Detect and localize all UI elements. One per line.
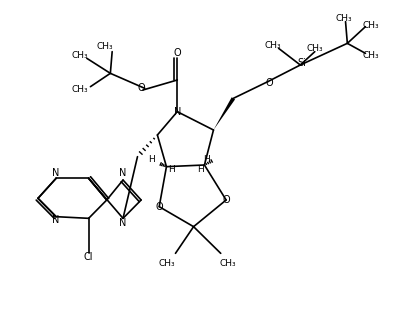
Text: H: H bbox=[168, 165, 175, 174]
Text: N: N bbox=[53, 215, 60, 225]
Text: CH₃: CH₃ bbox=[363, 21, 379, 30]
Text: CH₃: CH₃ bbox=[220, 259, 236, 268]
Text: CH₃: CH₃ bbox=[97, 42, 113, 51]
Text: N: N bbox=[119, 168, 127, 178]
Text: O: O bbox=[222, 195, 230, 205]
Polygon shape bbox=[213, 97, 235, 130]
Text: O: O bbox=[266, 78, 273, 88]
Text: CH₃: CH₃ bbox=[336, 14, 352, 23]
Text: O: O bbox=[137, 83, 145, 93]
Text: N: N bbox=[53, 168, 60, 178]
Text: CH₃: CH₃ bbox=[306, 44, 323, 53]
Text: N: N bbox=[119, 218, 127, 228]
Text: CH₃: CH₃ bbox=[71, 50, 88, 59]
Text: O: O bbox=[174, 48, 181, 58]
Text: H: H bbox=[203, 156, 210, 165]
Text: N: N bbox=[174, 107, 181, 117]
Text: O: O bbox=[155, 202, 163, 212]
Text: CH₃: CH₃ bbox=[265, 40, 281, 49]
Text: CH₃: CH₃ bbox=[71, 86, 88, 95]
Text: H: H bbox=[148, 156, 155, 165]
Text: CH₃: CH₃ bbox=[158, 259, 175, 268]
Text: H: H bbox=[197, 165, 204, 174]
Text: Si: Si bbox=[298, 58, 306, 68]
Text: Cl: Cl bbox=[84, 252, 94, 262]
Text: CH₃: CH₃ bbox=[363, 50, 379, 59]
